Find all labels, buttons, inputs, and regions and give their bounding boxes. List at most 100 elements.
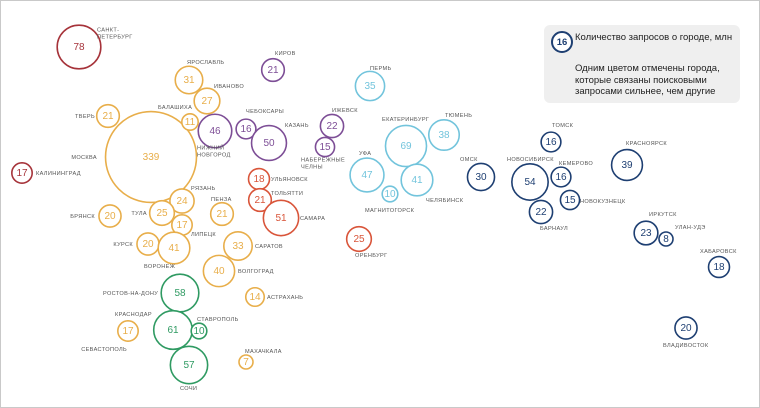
bubble-value-ставрополь: 10 <box>193 326 205 337</box>
city-label-балашиха: БАЛАШИХА <box>158 105 192 111</box>
bubble-value-калининград: 17 <box>16 168 28 179</box>
bubble-тольятти: 21 ТОЛЬЯТТИ <box>247 187 303 213</box>
bubble-санкт-петербург: 78 САНКТ-ПЕТЕРБУРГ <box>56 24 133 70</box>
bubble-circle-пенза <box>209 201 235 227</box>
city-label-тольятти: ТОЛЬЯТТИ <box>271 191 303 197</box>
bubble-circle-сочи <box>169 345 209 385</box>
bubble-circle-балашиха <box>181 113 199 131</box>
bubble-уфа: 47 УФА <box>349 151 385 193</box>
bubble-киров: 21 КИРОВ <box>260 51 296 83</box>
city-label-барнаул: БАРНАУЛ <box>540 226 568 232</box>
city-label-астрахань: АСТРАХАНЬ <box>267 295 303 301</box>
bubble-value-курск: 20 <box>142 239 154 250</box>
bubble-circle-барнаул <box>528 199 554 225</box>
bubble-тула: 25 ТУЛА <box>131 199 176 227</box>
bubble-circle-санкт-петербург <box>56 24 102 70</box>
bubble-москва: 339 МОСКВА <box>71 110 198 204</box>
bubble-value-саратов: 33 <box>232 241 244 252</box>
city-label-набережные-челны: НАБЕРЕЖНЫЕ ЧЕЛНЫ <box>301 158 345 171</box>
city-label-хабаровск: ХАБАРОВСК <box>700 249 737 255</box>
bubble-circle-екатеринбург <box>384 124 428 168</box>
bubble-circle-чебоксары <box>235 118 257 140</box>
bubble-circle-москва <box>104 110 198 204</box>
bubble-value-астрахань: 14 <box>249 292 261 303</box>
bubble-оренбург: 25 ОРЕНБУРГ <box>345 225 387 259</box>
city-label-ставрополь: СТАВРОПОЛЬ <box>197 317 239 323</box>
bubble-value-ярославль: 31 <box>183 75 195 86</box>
bubble-новокузнецк: 15 НОВОКУЗНЕЦК <box>559 189 626 211</box>
bubble-калининград: 17 КАЛИНИНГРАД <box>11 162 81 184</box>
bubble-circle-киров <box>260 57 286 83</box>
city-label-красноярск: КРАСНОЯРСК <box>626 141 667 147</box>
bubble-value-севастополь: 17 <box>122 326 134 337</box>
bubble-value-уфа: 47 <box>361 170 373 181</box>
city-label-пенза: ПЕНЗА <box>211 197 232 203</box>
bubble-value-санкт-петербург: 78 <box>73 42 85 53</box>
bubble-value-новосибирск: 54 <box>524 177 536 188</box>
bubble-сочи: 57 СОЧИ <box>169 345 209 392</box>
bubble-circle-магнитогорск <box>381 185 399 203</box>
bubble-тверь: 21 ТВЕРЬ <box>75 103 121 129</box>
bubble-саратов: 33 САРАТОВ <box>223 231 283 261</box>
city-label-москва: МОСКВА <box>71 155 97 161</box>
bubble-value-балашиха: 11 <box>185 117 196 128</box>
bubble-circle-пермь <box>354 70 386 102</box>
city-label-иркутск: ИРКУТСК <box>649 212 677 218</box>
city-label-калининград: КАЛИНИНГРАД <box>36 171 81 177</box>
bubble-пенза: 21 ПЕНЗА <box>209 197 235 227</box>
bubble-нижний-новгород: 46 НИЖНИЙ НОВГОРОД <box>197 113 233 159</box>
city-label-ижевск: ИЖЕВСК <box>332 108 358 114</box>
legend-sample-bubble: 16 <box>551 31 573 53</box>
city-label-уфа: УФА <box>359 151 371 157</box>
bubble-воронеж: 41 ВОРОНЕЖ <box>144 231 191 270</box>
bubble-тюмень: 38 ТЮМЕНЬ <box>427 113 472 152</box>
bubble-value-москва: 339 <box>143 152 160 163</box>
bubble-value-тула: 25 <box>156 208 168 219</box>
city-label-владивосток: ВЛАДИВОСТОК <box>663 343 709 349</box>
city-label-киров: КИРОВ <box>275 51 296 57</box>
bubble-value-ростов-на-дону: 58 <box>174 288 186 299</box>
bubble-value-улан-удэ: 8 <box>663 234 669 245</box>
city-label-воронеж: ВОРОНЕЖ <box>144 264 176 270</box>
city-label-новокузнецк: НОВОКУЗНЕЦК <box>580 199 626 205</box>
bubble-ростов-на-дону: 58 РОСТОВ-НА-ДОНУ <box>103 273 200 313</box>
bubble-circle-ставрополь <box>190 322 208 340</box>
bubble-circle-тверь <box>95 103 121 129</box>
bubble-ульяновск: 18 УЛЬЯНОВСК <box>247 167 308 191</box>
bubble-value-барнаул: 22 <box>535 207 547 218</box>
city-label-рязань: РЯЗАНЬ <box>191 186 216 192</box>
city-label-ростов-на-дону: РОСТОВ-НА-ДОНУ <box>103 291 158 297</box>
city-label-казань: КАЗАНЬ <box>285 123 309 129</box>
bubble-value-воронеж: 41 <box>168 243 180 254</box>
city-label-севастополь: СЕВАСТОПОЛЬ <box>81 347 127 353</box>
bubble-новосибирск: 54 НОВОСИБИРСК <box>507 157 554 201</box>
city-label-санкт-петербург: САНКТ-ПЕТЕРБУРГ <box>97 28 133 41</box>
bubble-астрахань: 14 АСТРАХАНЬ <box>244 286 303 308</box>
bubble-circle-новокузнецк <box>559 189 581 211</box>
bubble-ижевск: 22 ИЖЕВСК <box>319 108 358 139</box>
city-label-сочи: СОЧИ <box>180 386 197 392</box>
city-label-кемерово: КЕМЕРОВО <box>559 161 593 167</box>
bubble-value-челябинск: 41 <box>411 175 423 186</box>
bubble-самара: 51 САМАРА <box>262 199 325 237</box>
bubble-value-омск: 30 <box>475 172 487 183</box>
bubble-value-пермь: 35 <box>364 81 376 92</box>
bubble-value-владивосток: 20 <box>680 323 692 334</box>
bubble-circle-тула <box>148 199 176 227</box>
bubble-circle-новосибирск <box>511 163 549 201</box>
bubble-value-оренбург: 25 <box>353 234 365 245</box>
bubble-circle-самара <box>262 199 300 237</box>
bubble-value-сочи: 57 <box>183 360 195 371</box>
bubble-value-иваново: 27 <box>201 96 213 107</box>
bubble-ставрополь: 10 СТАВРОПОЛЬ <box>190 317 239 340</box>
bubble-value-тюмень: 38 <box>438 130 450 141</box>
bubble-value-казань: 50 <box>263 138 275 149</box>
bubble-circle-севастополь <box>117 320 139 342</box>
city-label-томск: ТОМСК <box>552 123 574 129</box>
bubble-севастополь: 17 СЕВАСТОПОЛЬ <box>81 320 139 353</box>
bubble-circle-томск <box>540 131 562 153</box>
city-label-тула: ТУЛА <box>131 211 147 217</box>
bubble-circle-нижний-новгород <box>197 113 233 149</box>
